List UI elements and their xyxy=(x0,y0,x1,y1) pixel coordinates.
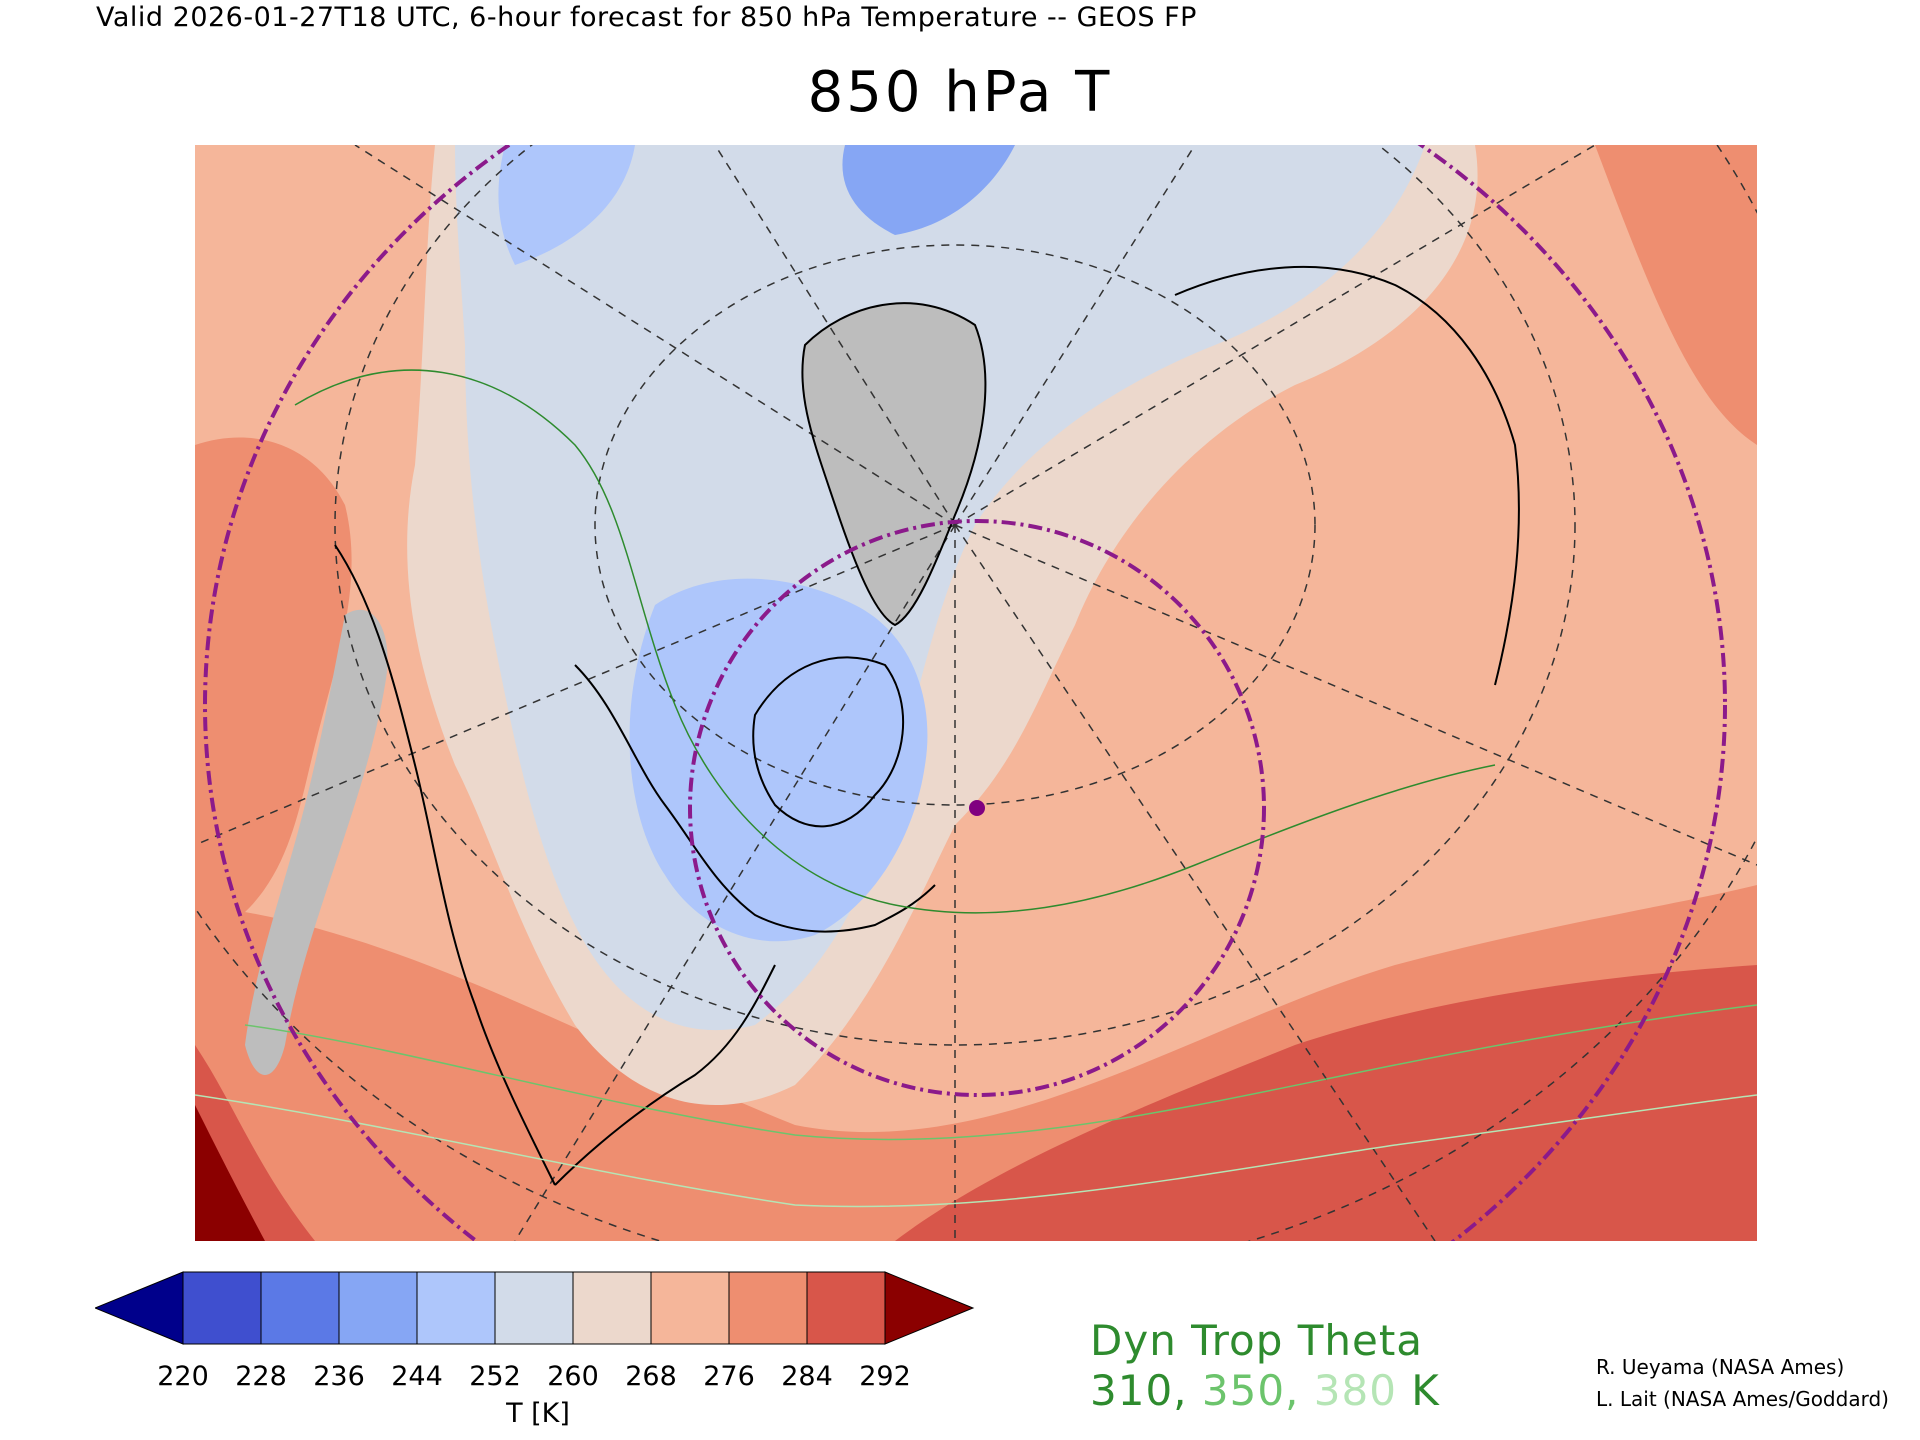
colorbar-tick-252: 252 xyxy=(469,1361,521,1392)
trop-value-310: 310, xyxy=(1090,1366,1188,1415)
colorbar-tick-244: 244 xyxy=(391,1361,443,1392)
colorbar-tick-284: 284 xyxy=(781,1361,833,1392)
colorbar-units-label: T [K] xyxy=(506,1398,570,1429)
field-252-260 xyxy=(629,578,928,942)
trop-value-350: 350, xyxy=(1201,1366,1300,1415)
colorbar-swatch-5 xyxy=(572,1271,652,1345)
trop-contours xyxy=(195,369,1757,1208)
colorbar-swatch-7 xyxy=(728,1271,808,1345)
colorbar-tick-276: 276 xyxy=(703,1361,755,1392)
field-284-northeast xyxy=(1595,145,1757,445)
field-244-252-north xyxy=(842,145,1015,235)
valid-time-header: Valid 2026-01-27T18 UTC, 6-hour forecast… xyxy=(96,2,1197,33)
station-marker xyxy=(969,800,985,816)
range-rings xyxy=(203,145,1727,1241)
graticule xyxy=(195,145,1757,1241)
credit-line-2: L. Lait (NASA Ames/Goddard) xyxy=(1596,1387,1889,1411)
temperature-map xyxy=(195,145,1757,1241)
colorbar-swatch-2 xyxy=(338,1271,418,1345)
field-284-westcoast xyxy=(195,437,352,945)
colorbar-over-triangle xyxy=(884,1271,975,1345)
greenland-mask xyxy=(802,303,986,625)
trop-value-unit: K xyxy=(1411,1366,1440,1415)
map-title: 850 hPa T xyxy=(807,60,1113,125)
field-252-260-north xyxy=(498,145,635,265)
trop-legend-title: Dyn Trop Theta xyxy=(1090,1316,1424,1365)
colorbar-tick-260: 260 xyxy=(547,1361,599,1392)
colorbar-tick-236: 236 xyxy=(313,1361,365,1392)
credits: R. Ueyama (NASA Ames) L. Lait (NASA Ames… xyxy=(1596,1351,1889,1415)
field-292-band-south xyxy=(895,965,1757,1241)
colorbar-swatch-6 xyxy=(650,1271,730,1345)
colorbar-swatch-0 xyxy=(182,1271,262,1345)
temperature-colorbar xyxy=(95,1271,975,1345)
colorbar-tick-292: 292 xyxy=(859,1361,911,1392)
trop-value-380: 380 xyxy=(1313,1366,1397,1415)
colorbar-tick-220: 220 xyxy=(157,1361,209,1392)
colorbar-tick-268: 268 xyxy=(625,1361,677,1392)
field-over-west xyxy=(195,1105,265,1241)
coastlines xyxy=(334,265,1520,1186)
trop-legend-values: 310, 350, 380 K xyxy=(1090,1366,1440,1415)
colorbar-swatch-3 xyxy=(416,1271,496,1345)
colorbar-under-triangle xyxy=(95,1271,184,1345)
colorbar-swatch-4 xyxy=(494,1271,574,1345)
colorbar-swatch-1 xyxy=(260,1271,340,1345)
rockies-mask xyxy=(245,609,388,1075)
credit-line-1: R. Ueyama (NASA Ames) xyxy=(1596,1355,1845,1379)
colorbar-tick-228: 228 xyxy=(235,1361,287,1392)
colorbar-swatch-8 xyxy=(806,1271,886,1345)
